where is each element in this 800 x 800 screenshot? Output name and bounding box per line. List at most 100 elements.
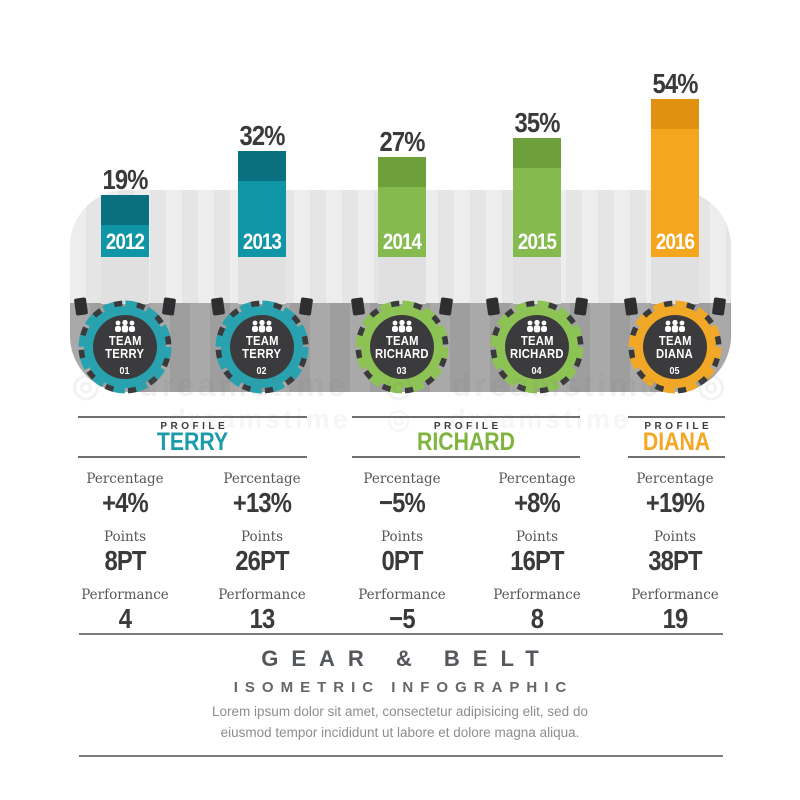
stat-value-percentage: +8% bbox=[514, 487, 561, 518]
gear-number: 01 bbox=[119, 365, 131, 377]
gear-team-word: TEAM bbox=[385, 333, 419, 348]
profile-label: PROFILE bbox=[644, 421, 713, 432]
infographic-subtitle: ISOMETRIC INFOGRAPHIC bbox=[233, 679, 574, 696]
bar-2014: 27% 2014 bbox=[378, 126, 426, 257]
gear-team-word: TEAM bbox=[108, 333, 142, 348]
stats-column-03: Percentage −5% Points 0PT Performance −5 bbox=[332, 471, 472, 635]
stat-value-performance: −5 bbox=[389, 603, 415, 634]
team-people-icon bbox=[115, 319, 135, 332]
gear-team-diana-05: TEAM DIANA 05 bbox=[625, 297, 725, 397]
stat-value-points: 16PT bbox=[510, 545, 564, 576]
bar-value-label: 54% bbox=[652, 68, 698, 99]
gear-icon bbox=[215, 300, 309, 394]
team-people-icon bbox=[252, 319, 272, 332]
profile-label: PROFILE bbox=[160, 421, 229, 432]
profile-name: DIANA bbox=[642, 428, 711, 456]
gear-icon bbox=[355, 300, 449, 394]
profile-block-richard: PROFILE RICHARD bbox=[352, 416, 580, 458]
profile-block-diana: PROFILE DIANA bbox=[628, 416, 725, 458]
bar-cap bbox=[378, 157, 426, 187]
stat-value-points: 8PT bbox=[104, 545, 146, 576]
footer-divider-top bbox=[79, 633, 723, 635]
bar-value-label: 32% bbox=[239, 120, 285, 151]
stat-value-points: 26PT bbox=[235, 545, 289, 576]
infographic-description: Lorem ipsum dolor sit amet, consectetur … bbox=[0, 701, 800, 743]
gear-team-word: TEAM bbox=[520, 333, 554, 348]
stat-value-percentage: +13% bbox=[232, 487, 292, 518]
gear-label: TEAM TERRY 02 bbox=[212, 297, 312, 397]
stat-label-performance: Performance bbox=[218, 587, 306, 603]
infographic-title: GEAR & BELT bbox=[261, 646, 552, 671]
gear-team-name: DIANA bbox=[656, 347, 694, 361]
gear-team-name: RICHARD bbox=[375, 347, 429, 361]
gear-team-terry-02: TEAM TERRY 02 bbox=[212, 297, 312, 397]
gear-team-word: TEAM bbox=[245, 333, 279, 348]
stat-label-percentage: Percentage bbox=[223, 471, 301, 487]
stat-value-points: 38PT bbox=[648, 545, 702, 576]
divider-line bbox=[628, 456, 725, 458]
gear-team-name: TERRY bbox=[242, 347, 282, 361]
stat-label-points: Points bbox=[380, 529, 424, 545]
divider-line bbox=[628, 416, 725, 418]
gear-number: 02 bbox=[256, 365, 268, 377]
stat-value-performance: 13 bbox=[249, 603, 276, 634]
gear-team-richard-04: TEAM RICHARD 04 bbox=[487, 297, 587, 397]
gear-label: TEAM RICHARD 04 bbox=[487, 297, 587, 397]
gear-team-name: RICHARD bbox=[510, 347, 564, 361]
bar-year-label: 2012 bbox=[105, 229, 145, 254]
stat-label-performance: Performance bbox=[81, 587, 169, 603]
gear-team-richard-03: TEAM RICHARD 03 bbox=[352, 297, 452, 397]
stat-label-performance: Performance bbox=[631, 587, 719, 603]
bar-2015: 35% 2015 bbox=[513, 107, 561, 257]
divider-line bbox=[352, 416, 580, 418]
profile-name: RICHARD bbox=[417, 428, 515, 456]
gear-team-terry-01: TEAM TERRY 01 bbox=[75, 297, 175, 397]
bar-year-label: 2015 bbox=[517, 229, 557, 254]
gear-team-word: TEAM bbox=[658, 333, 692, 348]
stats-column-04: Percentage +8% Points 16PT Performance 8 bbox=[467, 471, 607, 635]
stat-value-percentage: −5% bbox=[379, 487, 426, 518]
gear-team-name: TERRY bbox=[105, 347, 145, 361]
bar-2012: 19% 2012 bbox=[101, 164, 149, 257]
stat-label-percentage: Percentage bbox=[363, 471, 441, 487]
stat-value-performance: 19 bbox=[662, 603, 689, 634]
gear-label: TEAM TERRY 01 bbox=[75, 297, 175, 397]
footer-divider-bottom bbox=[79, 755, 723, 757]
divider-line bbox=[78, 456, 307, 458]
stats-column-01: Percentage +4% Points 8PT Performance 4 bbox=[55, 471, 195, 635]
divider-line bbox=[352, 456, 580, 458]
bar-cap bbox=[651, 99, 699, 129]
gear-icon bbox=[628, 300, 722, 394]
gear-icon bbox=[490, 300, 584, 394]
bar-year-label: 2013 bbox=[242, 229, 282, 254]
stat-label-percentage: Percentage bbox=[498, 471, 576, 487]
profile-label: PROFILE bbox=[433, 421, 502, 432]
bar-value-label: 19% bbox=[102, 164, 148, 195]
stat-label-performance: Performance bbox=[358, 587, 446, 603]
profile-block-terry: PROFILE TERRY bbox=[78, 416, 307, 458]
stat-value-percentage: +4% bbox=[102, 487, 149, 518]
stat-label-percentage: Percentage bbox=[636, 471, 714, 487]
stats-column-05: Percentage +19% Points 38PT Performance … bbox=[605, 471, 745, 635]
stat-label-percentage: Percentage bbox=[86, 471, 164, 487]
stat-value-performance: 4 bbox=[118, 603, 132, 634]
gear-icon bbox=[78, 300, 172, 394]
gear-number: 04 bbox=[531, 365, 543, 377]
stat-value-performance: 8 bbox=[530, 603, 544, 634]
bar-2016: 54% 2016 bbox=[651, 68, 699, 257]
bar-year-label: 2016 bbox=[655, 229, 695, 254]
bar-cap bbox=[101, 195, 149, 225]
team-people-icon bbox=[527, 319, 547, 332]
divider-line bbox=[78, 416, 307, 418]
stat-value-percentage: +19% bbox=[645, 487, 705, 518]
description-line: eiusmod tempor incididunt ut labore et d… bbox=[220, 725, 580, 740]
gear-number: 03 bbox=[396, 365, 408, 377]
gear-label: TEAM RICHARD 03 bbox=[352, 297, 452, 397]
profile-name: TERRY bbox=[156, 428, 229, 456]
stat-label-performance: Performance bbox=[493, 587, 581, 603]
gear-number: 05 bbox=[669, 365, 681, 377]
bar-value-label: 35% bbox=[514, 107, 560, 138]
stat-value-points: 0PT bbox=[381, 545, 423, 576]
stat-label-points: Points bbox=[240, 529, 284, 545]
